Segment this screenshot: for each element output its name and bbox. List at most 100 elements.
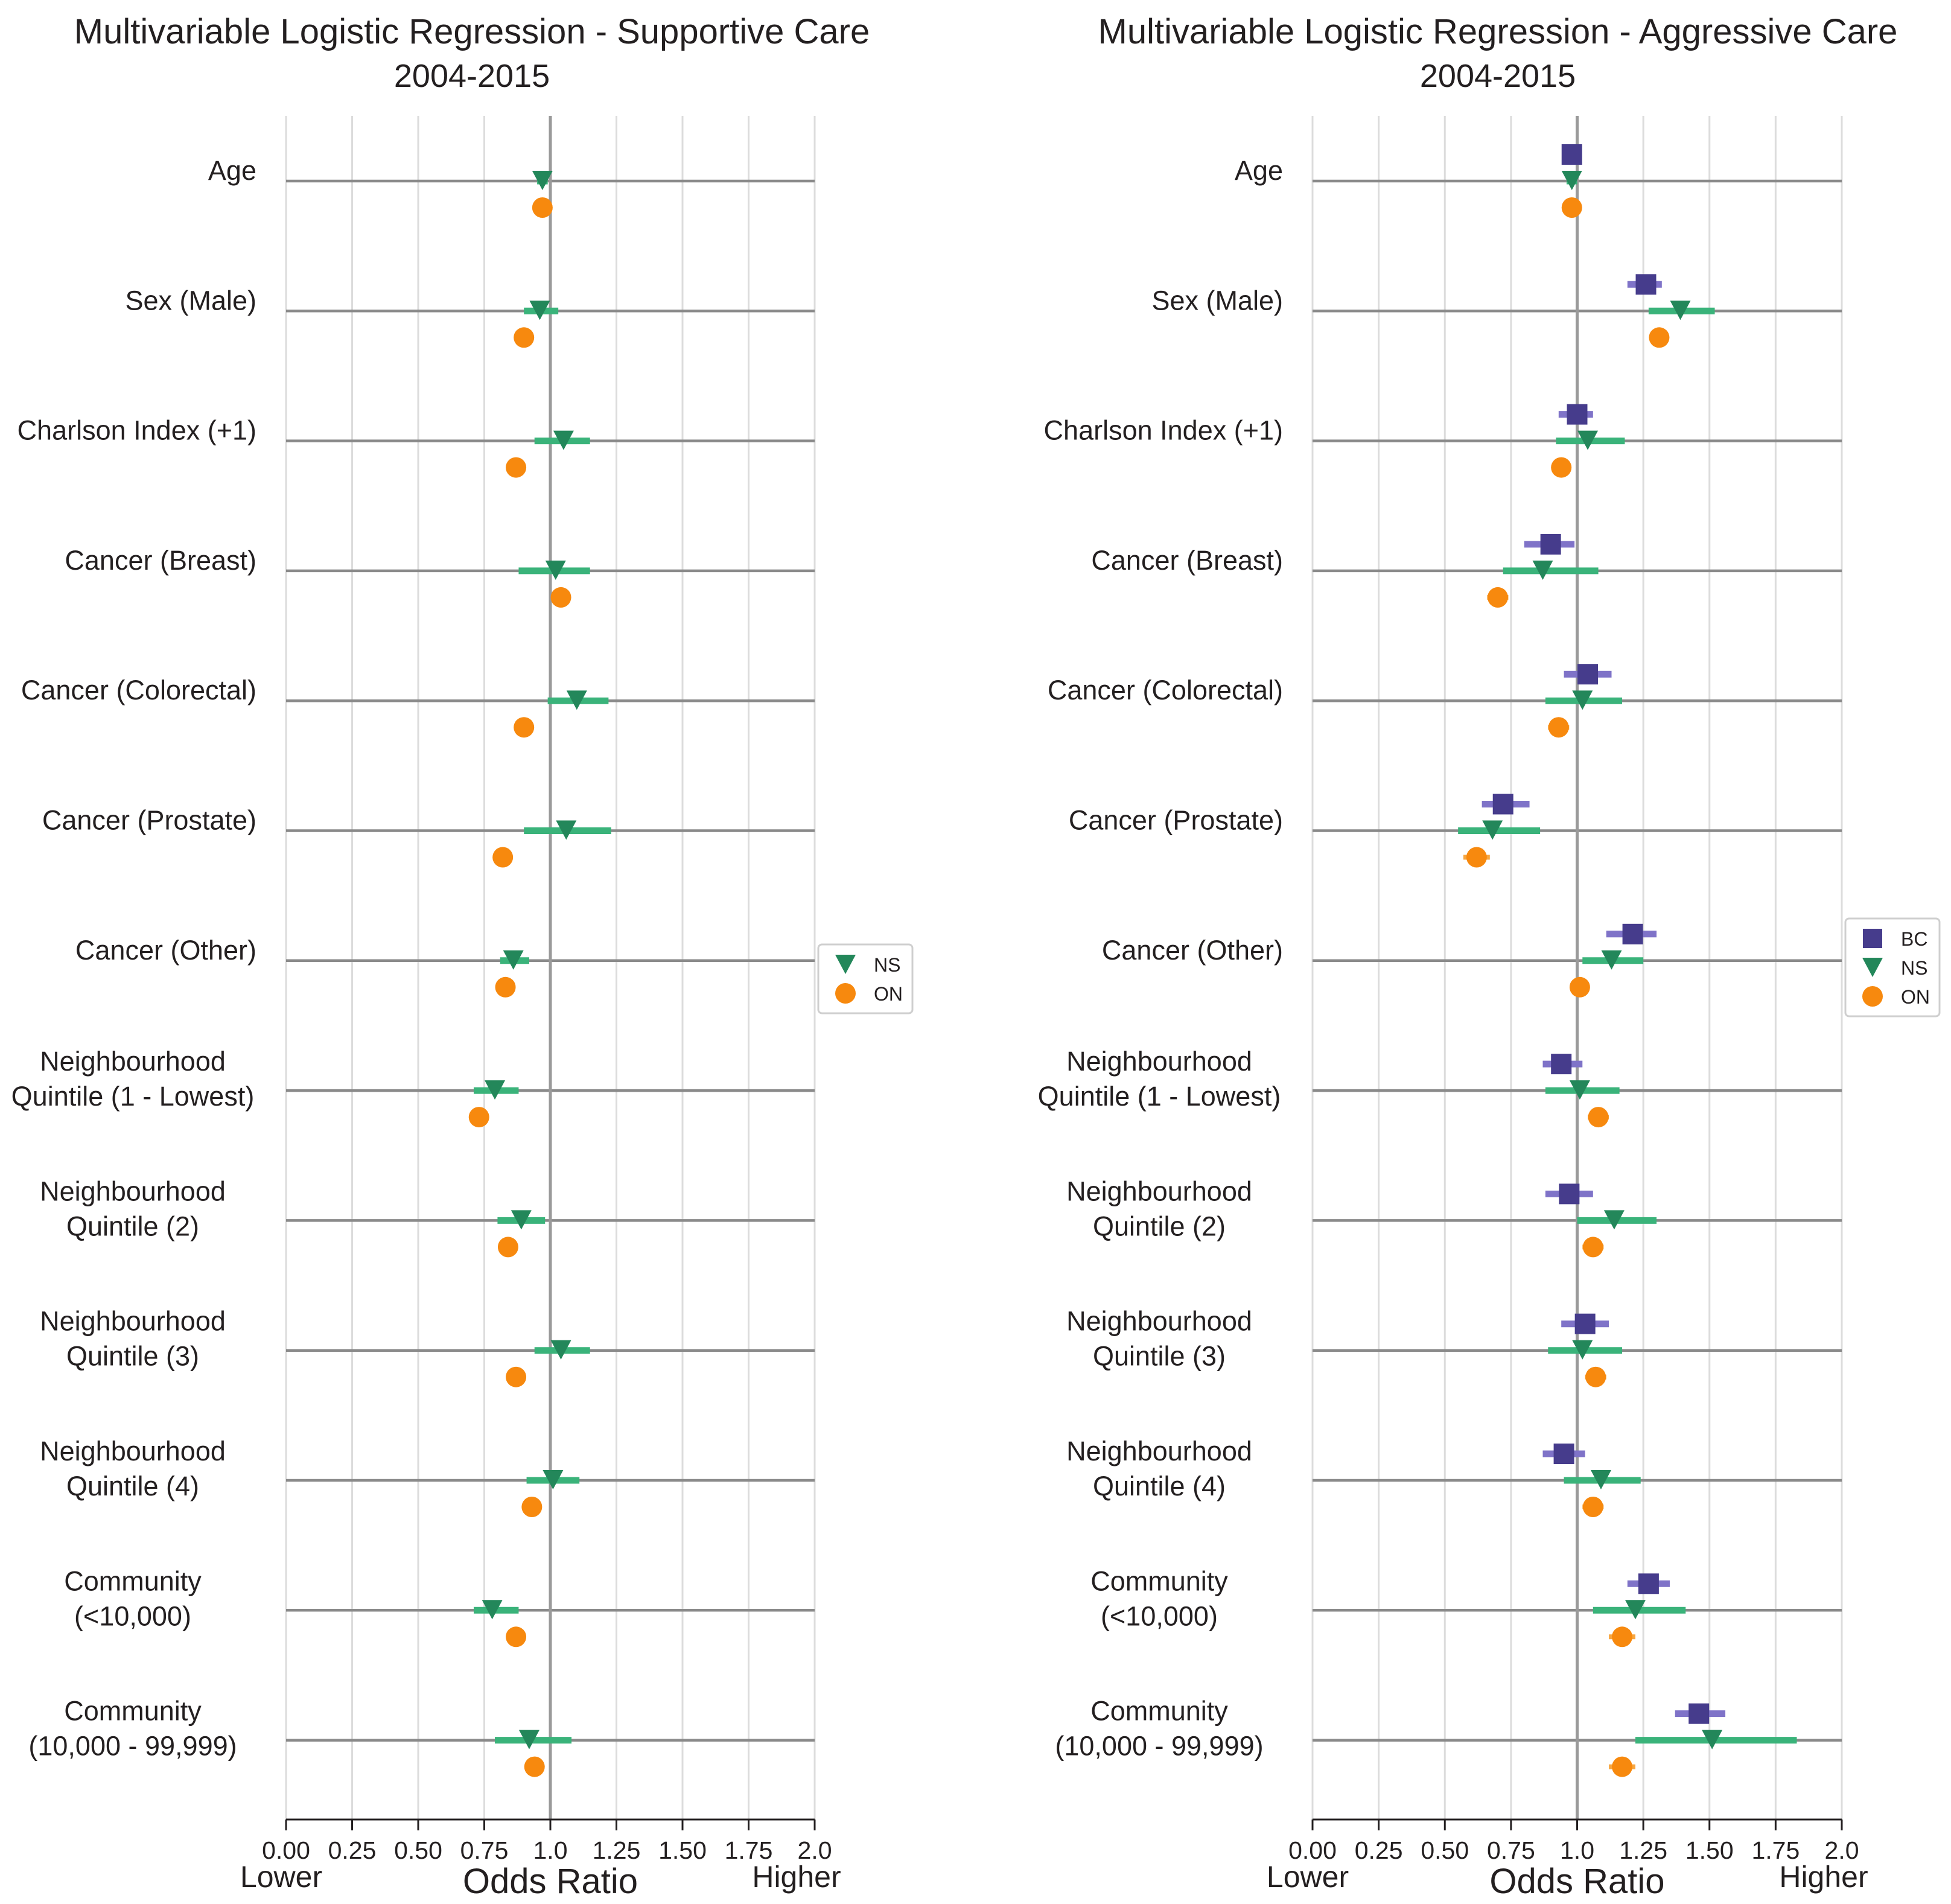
data-point-on	[514, 717, 535, 738]
data-point-ns	[1577, 430, 1599, 450]
category-label-line: (<10,000)	[74, 1600, 191, 1631]
category-label-line: Cancer (Colorectal)	[1048, 675, 1283, 705]
category-label-line: Quintile (3)	[1093, 1341, 1226, 1372]
category-label-line: Quintile (4)	[1093, 1471, 1226, 1501]
category-label-line: Quintile (2)	[66, 1211, 199, 1241]
category-label: Age	[208, 155, 256, 186]
data-point-ns	[1601, 950, 1622, 970]
data-point-on	[550, 587, 571, 608]
data-point-on	[1487, 587, 1508, 608]
legend-marker-on	[1862, 986, 1883, 1007]
category-label: Neighbourhood Quintile (1 - Lowest)	[1038, 1046, 1281, 1112]
x-tick-label: 0.00	[262, 1836, 310, 1864]
x-tick-label: 1.75	[1751, 1836, 1800, 1864]
data-point-on	[1466, 847, 1487, 868]
category-label: Neighbourhood Quintile (3)	[40, 1306, 226, 1372]
category-label-line: (10,000 - 99,999)	[1055, 1731, 1263, 1762]
x-tick-label: 0.50	[1421, 1836, 1469, 1864]
x-axis-label: Odds Ratio	[1489, 1862, 1664, 1901]
data-point-on	[506, 1366, 527, 1387]
data-point-ns	[550, 1340, 571, 1360]
data-point-ns	[485, 1080, 506, 1100]
category-label-line: Quintile (4)	[66, 1471, 199, 1501]
x-tick-label: 0.50	[394, 1836, 442, 1864]
legend-label: ON	[874, 983, 903, 1005]
category-label: Cancer (Colorectal)	[21, 675, 256, 705]
category-label-line: Community	[64, 1565, 202, 1596]
category-label-line: Cancer (Prostate)	[42, 805, 256, 836]
x-tick-label: 1.0	[533, 1836, 568, 1864]
data-point-bc	[1688, 1703, 1710, 1724]
data-point-on	[1561, 197, 1582, 218]
data-point-on	[1582, 1497, 1603, 1517]
data-point-on	[1588, 1107, 1609, 1128]
category-label: Community (10,000 - 99,999)	[28, 1696, 237, 1762]
data-point-bc	[1561, 144, 1582, 165]
category-label-line: Neighbourhood	[1066, 1046, 1252, 1077]
category-label: Charlson Index (+1)	[18, 415, 256, 446]
supportive-care-panel: Multivariable Logistic Regression - Supp…	[11, 12, 914, 1901]
data-point-ns	[543, 1470, 564, 1489]
data-point-ns	[566, 690, 587, 710]
category-label: Neighbourhood Quintile (2)	[40, 1176, 226, 1241]
category-label: Cancer (Other)	[75, 935, 256, 966]
data-point-on	[521, 1497, 543, 1517]
x-tick-label: 1.25	[593, 1836, 641, 1864]
data-point-ns	[1532, 560, 1553, 580]
data-point-bc	[1559, 1183, 1580, 1205]
category-label: Neighbourhood Quintile (2)	[1066, 1176, 1252, 1241]
category-label-line: Cancer (Breast)	[1091, 545, 1283, 576]
data-point-on	[524, 1756, 545, 1777]
data-point-ns	[1561, 171, 1582, 190]
category-label-line: Cancer (Prostate)	[1069, 805, 1283, 836]
data-point-ns	[529, 301, 550, 320]
category-label: Cancer (Prostate)	[1069, 805, 1283, 836]
category-label-line: Neighbourhood	[40, 1436, 226, 1466]
category-label: Neighbourhood Quintile (3)	[1066, 1306, 1252, 1372]
data-point-ns	[482, 1600, 503, 1620]
category-label: Sex (Male)	[125, 285, 256, 316]
data-point-ns	[1482, 820, 1503, 840]
category-label-line: Cancer (Other)	[1102, 935, 1283, 966]
category-label-line: Sex (Male)	[1151, 285, 1283, 316]
category-label: Community (<10,000)	[1090, 1565, 1228, 1631]
data-point-ns	[1702, 1730, 1723, 1750]
data-point-bc	[1574, 1313, 1596, 1334]
data-point-on	[506, 457, 527, 478]
category-label-line: (<10,000)	[1101, 1600, 1218, 1631]
category-label-line: Sex (Male)	[125, 285, 256, 316]
lower-label: Lower	[1267, 1860, 1349, 1894]
legend-label: NS	[874, 954, 900, 976]
chart-title: Multivariable Logistic Regression - Supp…	[74, 12, 870, 51]
category-label: Neighbourhood Quintile (4)	[1066, 1436, 1252, 1501]
data-point-ns	[1625, 1600, 1646, 1620]
data-point-ns	[1572, 1340, 1593, 1360]
data-point-bc	[1638, 1573, 1659, 1594]
category-label: Cancer (Other)	[1102, 935, 1283, 966]
category-label: Cancer (Prostate)	[42, 805, 256, 836]
legend-label: BC	[1901, 928, 1927, 950]
category-label-line: Neighbourhood	[1066, 1306, 1252, 1337]
category-label: Charlson Index (+1)	[1044, 415, 1283, 446]
legend-label: NS	[1901, 957, 1927, 979]
category-label-line: Charlson Index (+1)	[1044, 415, 1283, 446]
chart-title: Multivariable Logistic Regression - Aggr…	[1098, 12, 1898, 51]
category-label: Neighbourhood Quintile (4)	[40, 1436, 226, 1501]
category-label-line: Neighbourhood	[40, 1046, 226, 1077]
category-label-line: Quintile (3)	[66, 1341, 199, 1372]
x-tick-label: 0.25	[328, 1836, 377, 1864]
category-label: Age	[1235, 155, 1283, 186]
category-label-line: Age	[208, 155, 256, 186]
x-tick-label: 0.75	[460, 1836, 509, 1864]
data-point-ns	[1572, 690, 1593, 710]
data-point-bc	[1622, 923, 1643, 944]
data-point-bc	[1551, 1054, 1572, 1075]
legend-marker-ns	[1862, 958, 1883, 977]
category-label: Cancer (Colorectal)	[1048, 675, 1283, 705]
chart-subtitle: 2004-2015	[394, 58, 550, 94]
data-point-ns	[1569, 1080, 1590, 1100]
category-label: Cancer (Breast)	[1091, 545, 1283, 576]
category-label-line: Cancer (Breast)	[65, 545, 256, 576]
